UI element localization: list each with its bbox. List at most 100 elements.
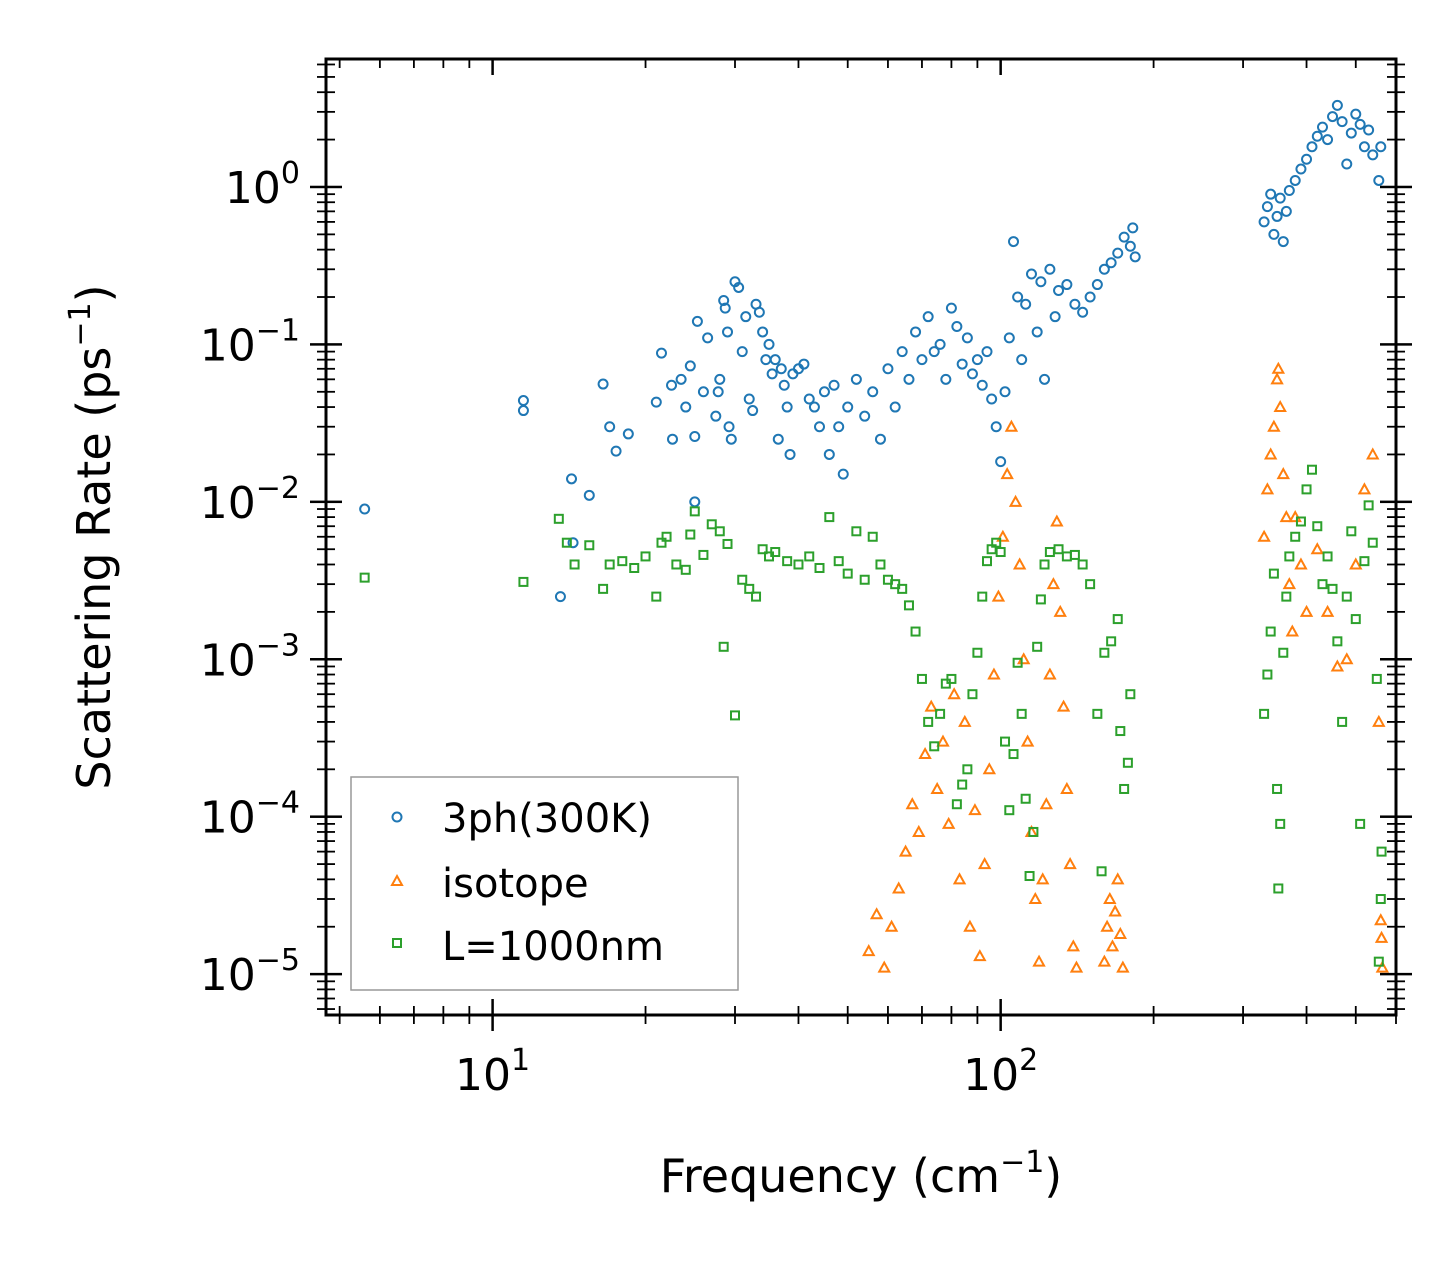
point-isotope [1257,529,1271,542]
point-boundary [1363,500,1374,511]
point-3ph [859,410,871,422]
point-3ph [976,379,988,391]
point-boundary [1099,647,1110,658]
y-tick-label-base: 10 [200,478,256,529]
point-isotope [1056,699,1071,712]
point-3ph [1012,291,1024,303]
point-isotope [1032,954,1046,967]
point-3ph [1336,116,1348,128]
point-3ph [702,332,714,344]
point-boundary [1115,726,1126,737]
point-3ph [1311,130,1323,142]
point-3ph [889,401,901,413]
point-3ph [910,326,922,338]
point-boundary [1125,689,1136,700]
point-3ph [1044,263,1056,275]
point-boundary [1035,594,1046,605]
point-isotope [977,857,992,870]
point-isotope [941,816,956,829]
point-boundary [1367,537,1378,548]
point-isotope [1366,447,1380,460]
point-isotope [924,699,938,712]
point-3ph [814,421,826,433]
x-tick-label-exp: 2 [1019,1043,1038,1078]
point-3ph [961,332,973,344]
point-isotope [1108,904,1122,917]
series-1 [862,361,1390,973]
point-3ph [712,386,724,398]
point-3ph [1283,184,1295,196]
point-3ph [1306,141,1318,153]
point-isotope [1285,624,1299,637]
point-boundary [1077,559,1088,570]
y-tick-label-base: 10 [225,163,281,214]
point-boundary [617,556,628,567]
point-3ph [1316,121,1328,133]
y-tick-label: 10−4 [200,786,300,844]
point-3ph [1280,205,1292,217]
point-3ph [719,302,731,314]
point-isotope [1273,399,1287,413]
point-3ph [803,393,815,405]
point-3ph [837,468,849,480]
point-isotope [1271,361,1286,374]
point-boundary [553,513,564,524]
point-boundary [910,626,921,637]
x-tick-label-base: 10 [455,1050,511,1101]
point-isotope [1113,926,1128,939]
y-tick-label: 100 [225,156,300,214]
point-isotope [1320,604,1335,617]
point-boundary [359,572,370,583]
y-tick-label: 10−5 [200,943,300,1001]
point-isotope [884,919,899,932]
point-boundary [685,529,696,540]
point-isotope [936,734,950,747]
point-isotope [1053,604,1067,617]
point-3ph [867,386,879,398]
point-boundary [804,551,815,562]
legend: 3ph(300K) isotope L=1000nm [350,776,739,991]
point-3ph [1350,108,1362,120]
point-boundary [770,547,781,558]
point-boundary [604,559,615,570]
point-3ph [1053,284,1065,296]
y-tick-label-exp: −2 [256,471,300,506]
point-3ph [1258,216,1270,228]
y-tick-label-base: 10 [200,320,256,371]
point-boundary [718,641,729,652]
point-isotope [1279,510,1294,523]
point-3ph [689,431,701,443]
point-boundary [569,559,580,570]
point-isotope [1282,577,1297,590]
point-boundary [1039,559,1050,570]
point-3ph [951,320,963,332]
point-3ph [842,401,854,413]
y-tick-label-base: 10 [200,635,256,686]
point-boundary [737,574,748,585]
point-boundary [1306,464,1317,475]
point-3ph [583,489,595,501]
point-boundary [929,741,940,752]
point-boundary [962,764,973,775]
point-boundary [1355,818,1366,829]
point-3ph [781,401,793,413]
point-boundary [1290,531,1301,542]
x-tick-label-base: 10 [963,1050,1019,1101]
point-3ph [971,354,983,366]
point-isotope [1000,467,1014,480]
point-boundary [1375,894,1386,905]
point-3ph [1008,236,1020,248]
point-3ph [874,433,886,445]
point-boundary [1112,614,1123,625]
point-3ph [1069,298,1081,310]
point-boundary [561,537,572,548]
point-3ph [517,395,529,407]
point-boundary [1350,614,1361,625]
point-boundary [1028,826,1039,837]
point-isotope [1276,467,1290,480]
point-3ph [517,405,529,417]
point-boundary [1096,866,1107,877]
point-3ph [1367,149,1379,161]
point-3ph [1301,153,1313,165]
point-3ph [684,360,696,372]
